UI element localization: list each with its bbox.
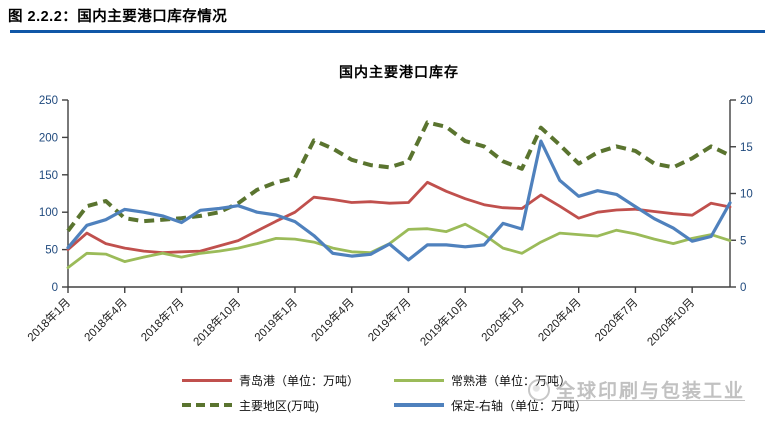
x-tick-label: 2019年1月 (251, 295, 300, 344)
x-tick-label: 2018年4月 (81, 295, 130, 344)
legend-swatch-baoding (394, 403, 444, 407)
legend-label-baoding: 保定-右轴（单位：万吨） (451, 398, 587, 413)
series-line-baoding (66, 139, 732, 262)
series-line-qingdao (66, 180, 732, 255)
legend-label-changshu: 常熟港（单位：万吨） (451, 373, 572, 388)
legend-swatch-changshu (394, 378, 444, 382)
x-tick-label: 2019年10月 (417, 295, 470, 348)
legend-item-changshu: 常熟港（单位：万吨） (394, 372, 674, 388)
right-tick-label: 20 (740, 95, 753, 107)
right-tick-label: 5 (740, 235, 746, 247)
legend-label-zhuyaodiqu: 主要地区(万吨) (239, 398, 319, 413)
series-line-changshu (66, 222, 732, 270)
legend-swatch-qingdao (182, 378, 232, 382)
x-tick-label: 2020年10月 (644, 295, 697, 348)
left-tick-label: 50 (45, 245, 58, 257)
header-underline (10, 30, 765, 33)
x-tick-label: 2018年1月 (24, 295, 73, 344)
series-line-zhuyaodiqu (66, 120, 731, 233)
x-tick-label: 2018年7月 (138, 295, 187, 344)
left-tick-label: 150 (39, 170, 58, 182)
legend-item-baoding: 保定-右轴（单位：万吨） (394, 397, 674, 413)
legend-swatch-zhuyaodiqu (182, 403, 232, 407)
right-tick-label: 15 (740, 142, 753, 154)
x-tick-label: 2019年4月 (308, 295, 357, 344)
x-tick-label: 2019年7月 (365, 295, 414, 344)
chart-title: 国内主要港口库存 (339, 64, 459, 80)
left-tick-label: 100 (39, 207, 58, 219)
x-tick-label: 2020年1月 (478, 295, 527, 344)
right-tick-label: 0 (740, 282, 746, 294)
left-tick-label: 250 (39, 95, 58, 107)
legend-item-qingdao: 青岛港（单位：万吨） (182, 372, 394, 388)
x-tick-label: 2018年10月 (190, 295, 243, 348)
legend-item-zhuyaodiqu: 主要地区(万吨) (182, 397, 394, 413)
x-tick-label: 2020年4月 (535, 295, 584, 344)
x-tick-label: 2020年7月 (592, 295, 641, 344)
right-tick-label: 10 (740, 189, 753, 201)
legend-label-qingdao: 青岛港（单位：万吨） (239, 373, 360, 388)
left-tick-label: 200 (39, 132, 58, 144)
chart-legend: 青岛港（单位：万吨） 常熟港（单位：万吨） 主要地区(万吨) 保定-右轴（单位：万吨） (182, 372, 674, 413)
left-tick-label: 0 (52, 282, 58, 294)
page-title: 图 2.2.2：国内主要港口库存情况 (8, 9, 228, 25)
